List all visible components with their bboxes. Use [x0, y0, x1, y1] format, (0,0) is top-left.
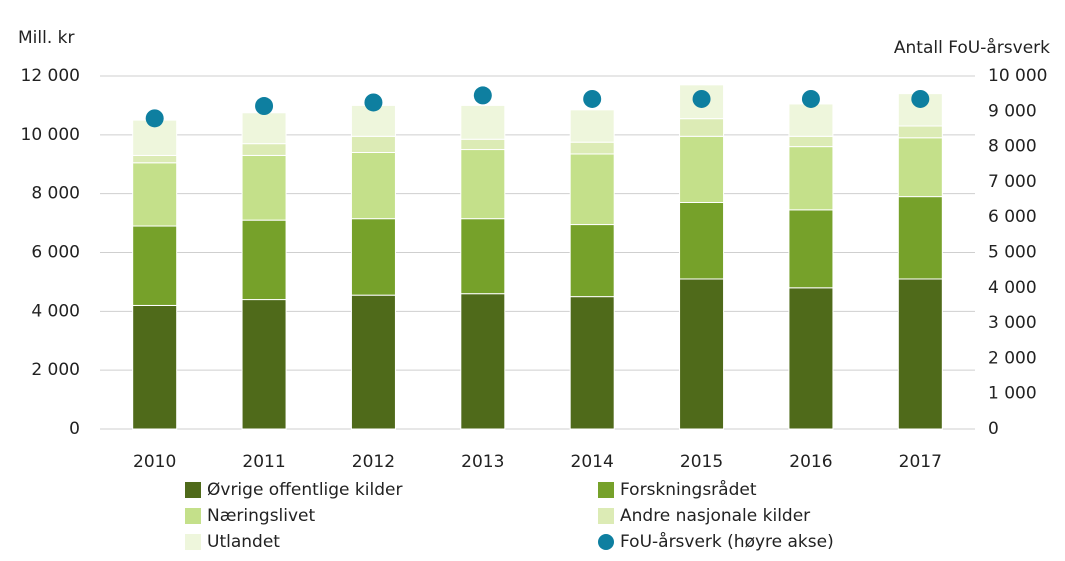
- point: [911, 89, 930, 108]
- y2-tick-label: 7 000: [988, 172, 1037, 192]
- bar-segment: [241, 299, 287, 430]
- legend-marker: [598, 534, 614, 550]
- bar-segment: [241, 112, 287, 145]
- point: [473, 86, 492, 105]
- legend-swatch: [598, 508, 614, 524]
- bar-segment: [897, 125, 943, 139]
- x-tick-label: 2014: [571, 452, 614, 472]
- bar-segment: [241, 143, 287, 156]
- bar-segment: [897, 137, 943, 198]
- point: [692, 89, 711, 108]
- x-tick-label: 2016: [789, 452, 832, 472]
- x-tick-label: 2013: [461, 452, 504, 472]
- bar-segment: [788, 103, 834, 137]
- bar-segment: [460, 104, 506, 140]
- y2-tick-label: 3 000: [988, 313, 1037, 333]
- y2-tick-label: 1 000: [988, 384, 1037, 404]
- bar-segment: [897, 278, 943, 430]
- x-tick-label: 2017: [899, 452, 942, 472]
- bar-segment: [569, 141, 615, 155]
- bar-segment: [241, 219, 287, 301]
- y2-axis-title: Antall FoU-årsverk: [894, 37, 1050, 58]
- bar-segment: [788, 146, 834, 211]
- legend-label: Forskningsrådet: [620, 479, 757, 500]
- bar-segment: [350, 151, 396, 220]
- bar-segment: [350, 294, 396, 430]
- legend-label: Øvrige offentlige kilder: [207, 480, 402, 500]
- legend-swatch: [185, 508, 201, 524]
- bar-segment: [569, 109, 615, 143]
- x-tick-label: 2012: [352, 452, 395, 472]
- y-axis-title: Mill. kr: [18, 28, 74, 48]
- bar-segment: [679, 118, 725, 137]
- bar-segment: [569, 153, 615, 226]
- bar-segment: [897, 196, 943, 280]
- legend-label: FoU-årsverk (høyre akse): [620, 531, 834, 552]
- legend-swatch: [598, 482, 614, 498]
- point: [583, 89, 602, 108]
- bar-segment: [788, 287, 834, 430]
- y2-tick-label: 4 000: [988, 278, 1037, 298]
- y2-tick-label: 5 000: [988, 243, 1037, 263]
- y-tick-label: 4 000: [31, 301, 80, 321]
- y2-tick-label: 9 000: [988, 101, 1037, 121]
- y2-tick-label: 6 000: [988, 207, 1037, 227]
- bar-segment: [569, 296, 615, 430]
- legend-swatch: [185, 482, 201, 498]
- point: [364, 93, 383, 112]
- y-tick-label: 6 000: [31, 243, 80, 263]
- bar-segment: [460, 218, 506, 295]
- y-tick-label: 8 000: [31, 184, 80, 204]
- y2-tick-label: 10 000: [988, 66, 1047, 86]
- bar-segment: [460, 293, 506, 430]
- point: [801, 89, 820, 108]
- y-tick-label: 10 000: [21, 125, 80, 145]
- y2-tick-label: 8 000: [988, 137, 1037, 157]
- x-tick-label: 2010: [133, 452, 176, 472]
- bar-segment: [350, 218, 396, 296]
- bar-segment: [350, 135, 396, 153]
- bar-segment: [132, 154, 178, 164]
- bar-segment: [241, 154, 287, 221]
- bar-segment: [132, 304, 178, 430]
- bar-segment: [679, 135, 725, 203]
- legend-label: Utlandet: [207, 532, 280, 552]
- y2-tick-label: 0: [988, 419, 999, 439]
- bar-segment: [132, 225, 178, 306]
- bar-segment: [679, 278, 725, 430]
- bar-segment: [460, 138, 506, 151]
- point: [255, 97, 274, 116]
- y2-tick-label: 2 000: [988, 348, 1037, 368]
- x-tick-label: 2011: [242, 452, 285, 472]
- y-tick-label: 2 000: [31, 360, 80, 380]
- bar-segment: [788, 135, 834, 148]
- bar-segment: [569, 224, 615, 298]
- legend-label: Andre nasjonale kilder: [620, 506, 810, 526]
- bar-segment: [460, 149, 506, 220]
- legend-label: Næringslivet: [207, 506, 316, 526]
- x-tick-label: 2015: [680, 452, 723, 472]
- bar-segment: [788, 209, 834, 289]
- y-tick-label: 12 000: [21, 66, 80, 86]
- legend-swatch: [185, 534, 201, 550]
- point: [145, 109, 164, 128]
- bar-segment: [132, 162, 178, 227]
- y-tick-label: 0: [69, 419, 80, 439]
- bar-segment: [679, 201, 725, 280]
